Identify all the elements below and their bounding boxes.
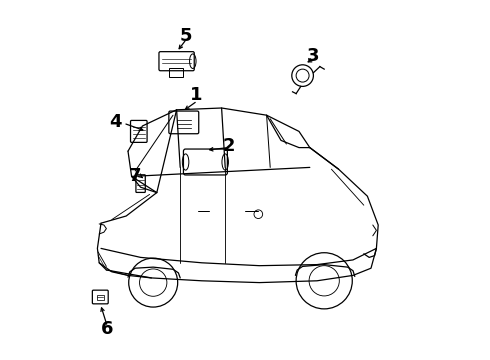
Text: 5: 5 [179, 27, 192, 45]
Text: 3: 3 [307, 47, 319, 65]
Text: 1: 1 [190, 86, 203, 104]
Text: 2: 2 [222, 137, 235, 155]
Text: 4: 4 [109, 113, 122, 131]
Text: 7: 7 [129, 167, 142, 185]
Text: 6: 6 [101, 320, 114, 338]
